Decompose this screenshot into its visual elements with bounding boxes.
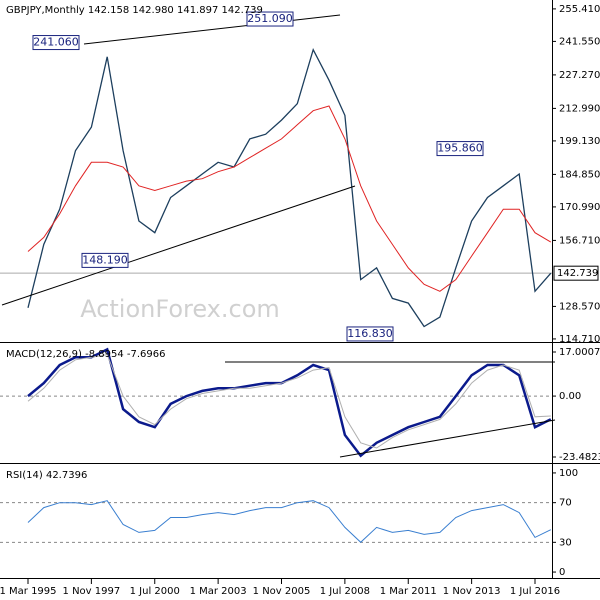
annotation-box <box>81 252 129 268</box>
x-tick-label: 1 Jul 2008 <box>320 586 370 597</box>
y-tick-label: 156.710 <box>559 235 600 246</box>
series-line <box>27 105 552 292</box>
annotation-label: 148.190 <box>82 253 128 266</box>
y-tick-label: 184.850 <box>559 169 600 180</box>
x-tick-label: 1 Mar 2003 <box>190 586 247 597</box>
last-price-label: 142.739 <box>557 268 598 279</box>
y-tick-label: 128.570 <box>559 301 600 312</box>
y-tick-label: 114.710 <box>559 334 600 345</box>
trendline <box>339 419 556 458</box>
y-tick-label: 170.990 <box>559 202 600 213</box>
y-tick-label: 0 <box>559 567 565 578</box>
y-tick-label: 241.550 <box>559 36 600 47</box>
x-tick-label: 1 Jul 2016 <box>510 586 560 597</box>
x-tick-label: 1 Nov 2013 <box>443 586 501 597</box>
x-tick-label: 1 Nov 1997 <box>63 586 121 597</box>
annotation-box <box>436 141 484 157</box>
trendline <box>83 14 341 45</box>
x-tick-label: 1 Nov 2005 <box>253 586 311 597</box>
series-line <box>27 500 552 543</box>
x-tick-label: 1 Mar 1995 <box>0 586 57 597</box>
annotation-box <box>346 326 394 342</box>
annotation-label: 116.830 <box>347 327 393 340</box>
y-tick-label: 17.0007 <box>559 347 600 358</box>
panel-title: MACD(12,26,9) -8.8954 -7.6966 <box>6 349 166 360</box>
panel-title: RSI(14) 42.7396 <box>6 470 87 481</box>
y-tick-label: 0.00 <box>559 391 581 402</box>
trendline <box>1 185 356 306</box>
annotation-label: 195.860 <box>437 142 483 155</box>
watermark: ActionForex.com <box>80 295 280 323</box>
annotation-label: 241.060 <box>33 36 79 49</box>
x-tick-label: 1 Jul 2000 <box>130 586 180 597</box>
y-tick-label: 255.410 <box>559 4 600 15</box>
annotation-box <box>246 11 294 27</box>
panel-title: GBPJPY,Monthly 142.158 142.980 141.897 1… <box>6 5 263 16</box>
annotation-box <box>32 35 80 51</box>
y-tick-label: 100 <box>559 468 578 479</box>
y-tick-label: 227.270 <box>559 70 600 81</box>
series-line <box>27 354 551 449</box>
y-tick-label: 212.990 <box>559 103 600 114</box>
y-tick-label: 70 <box>559 498 572 509</box>
x-tick-label: 1 Mar 2011 <box>380 586 437 597</box>
last-price-box <box>553 265 599 281</box>
y-tick-label: 199.130 <box>559 136 600 147</box>
y-tick-label: -23.4823 <box>559 452 600 463</box>
y-tick-label: 30 <box>559 537 572 548</box>
series-line <box>27 347 552 458</box>
series-line <box>27 47 552 328</box>
annotation-label: 251.090 <box>247 12 293 25</box>
